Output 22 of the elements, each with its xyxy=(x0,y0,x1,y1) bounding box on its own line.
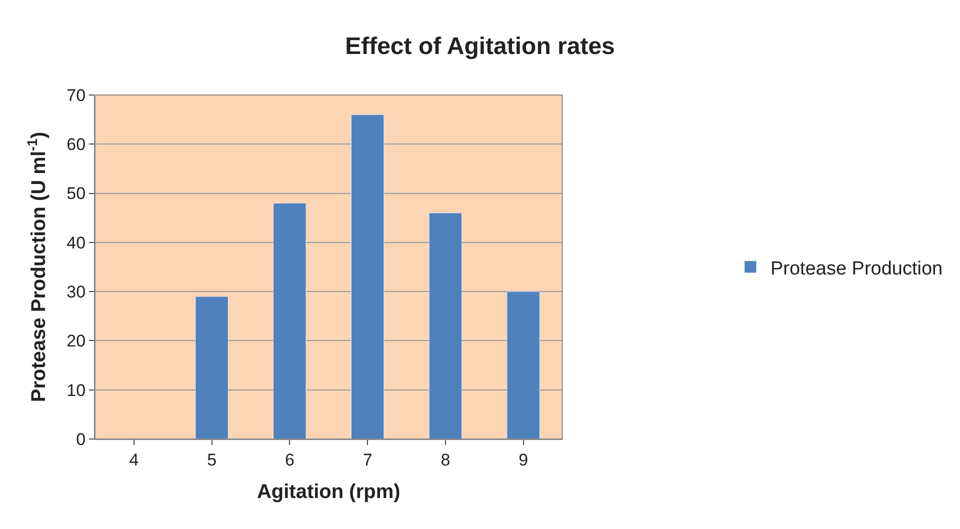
y-tick-label: 70 xyxy=(66,86,86,105)
y-tick-label: 30 xyxy=(66,282,86,302)
bar xyxy=(506,291,540,439)
bar xyxy=(273,202,306,439)
legend-label: Protease Production xyxy=(770,258,943,280)
x-tick-label: 7 xyxy=(362,450,372,470)
bar xyxy=(428,212,462,439)
bar xyxy=(350,114,384,439)
y-tick-label: 0 xyxy=(76,430,86,449)
y-tick-label: 40 xyxy=(66,233,86,252)
x-tick-label: 5 xyxy=(207,450,217,470)
y-tick-label: 20 xyxy=(66,332,86,351)
bar xyxy=(195,296,228,439)
y-tick-label: 50 xyxy=(66,184,86,204)
x-tick-label: 9 xyxy=(518,450,528,470)
y-tick-label: 10 xyxy=(66,380,86,400)
chart-title: Effect of Agitation rates xyxy=(345,32,615,60)
x-tick-label: 8 xyxy=(440,450,450,470)
y-tick-label: 60 xyxy=(66,135,86,154)
x-tick-label: 4 xyxy=(129,450,139,470)
x-axis-title: Agitation (rpm) xyxy=(256,480,400,503)
x-tick-label: 6 xyxy=(284,450,294,470)
